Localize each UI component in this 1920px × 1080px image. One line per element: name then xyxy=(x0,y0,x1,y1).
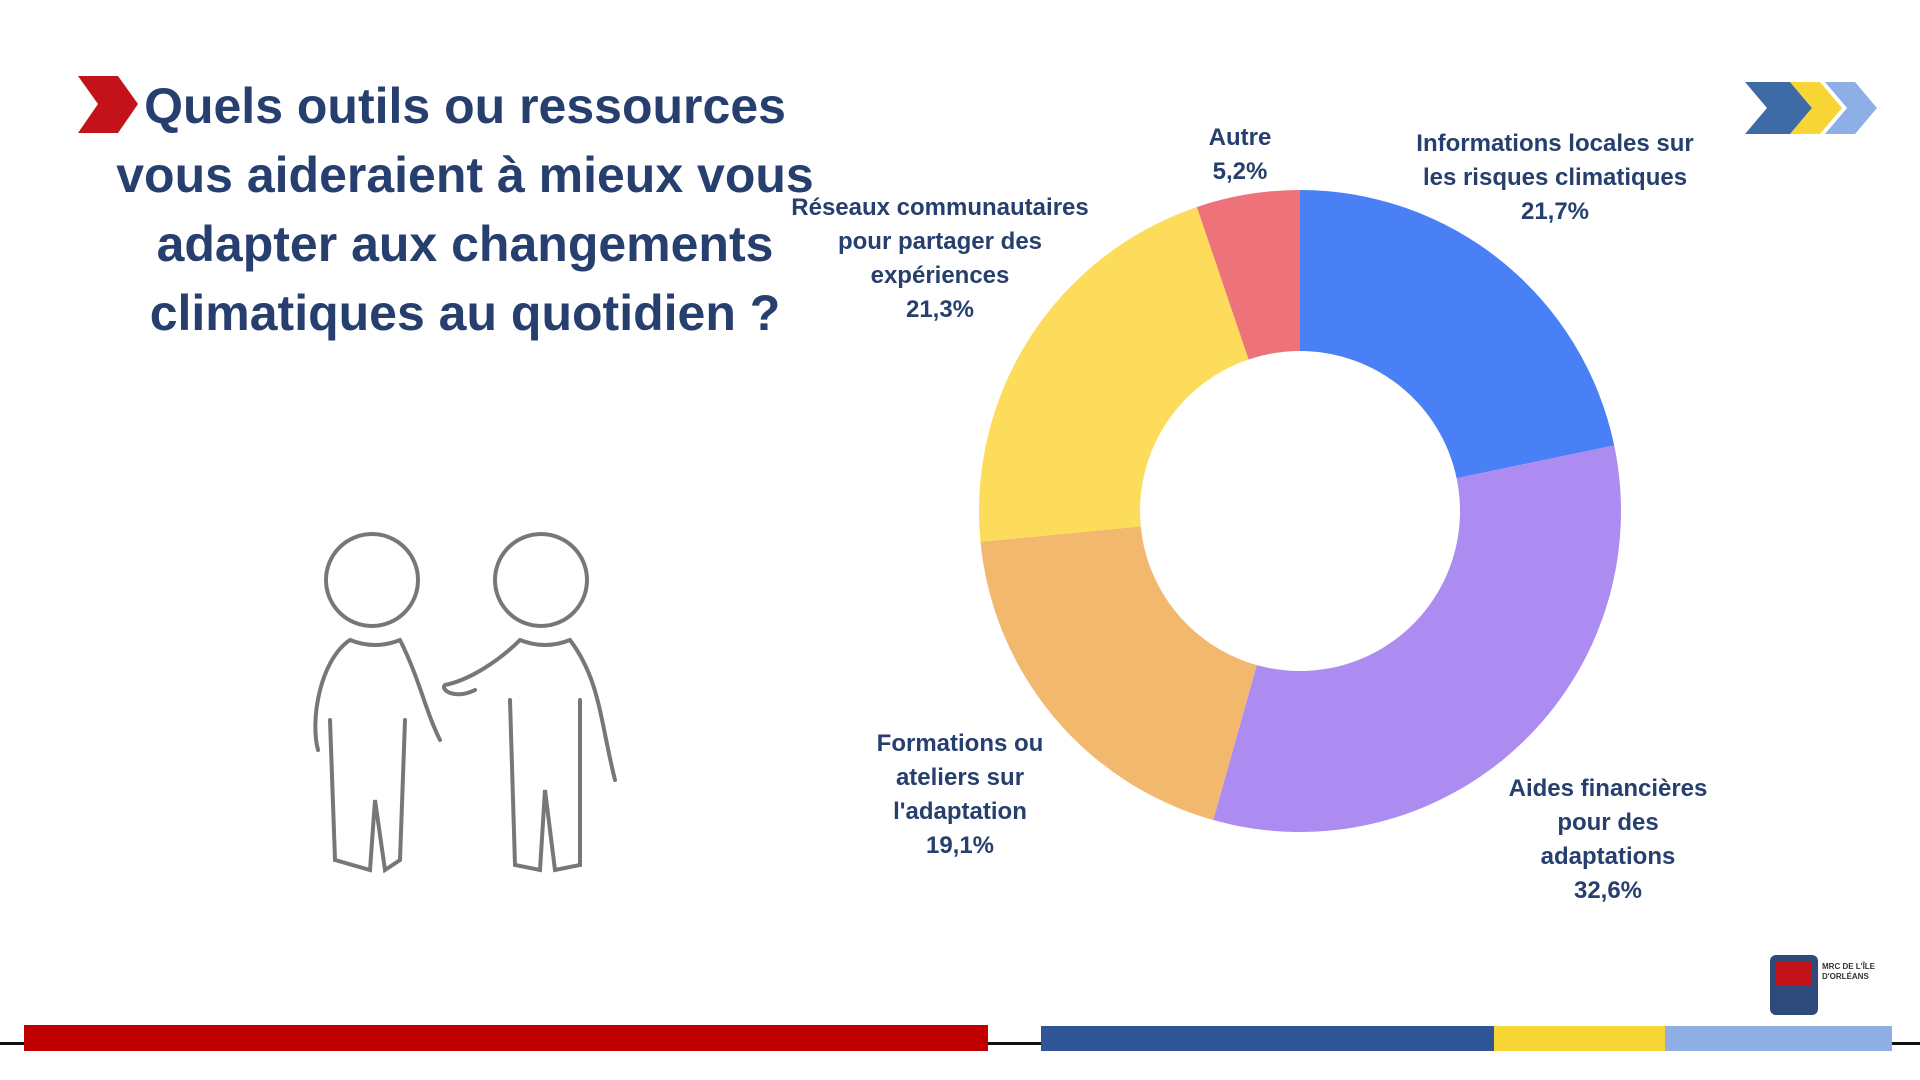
slice-label: Réseaux communautaires pour partager des… xyxy=(790,191,1090,327)
donut-segment xyxy=(979,207,1249,542)
value-label: 21,3% xyxy=(905,296,975,323)
value-label: 5,2% xyxy=(1212,158,1268,185)
donut-segment xyxy=(1213,445,1621,832)
title-chevron xyxy=(78,76,138,133)
donut-segment xyxy=(980,526,1257,821)
logo-text: MRC DE L'ÎLE D'ORLÉANS xyxy=(1822,962,1876,981)
category-label: Réseaux communautaires pour partager des… xyxy=(791,194,1089,289)
slice-label: Aides financières pour des adaptations 32… xyxy=(1493,772,1723,908)
footer-logo xyxy=(1770,955,1818,1015)
footer-bar xyxy=(1494,1026,1665,1051)
footer-bar xyxy=(1665,1026,1892,1051)
people-illustration xyxy=(313,532,617,874)
category-label: Informations locales sur les risques cli… xyxy=(1416,130,1694,191)
slice-label: Informations locales sur les risques cli… xyxy=(1410,127,1700,229)
slice-label: Formations ou ateliers sur l'adaptation 1… xyxy=(855,727,1065,863)
chart-title: Quels outils ou ressources vous aideraie… xyxy=(116,78,814,341)
donut-segment xyxy=(1300,190,1615,479)
category-label: Autre xyxy=(1208,124,1272,151)
footer-bar xyxy=(1041,1026,1494,1051)
footer-bar xyxy=(24,1025,988,1051)
slice-label: Autre 5,2% xyxy=(1190,121,1290,189)
category-label: Aides financières pour des adaptations xyxy=(1508,775,1708,870)
donut-segment xyxy=(1196,190,1300,360)
header-logo xyxy=(1745,82,1877,134)
value-label: 19,1% xyxy=(925,832,995,859)
value-label: 32,6% xyxy=(1573,877,1643,904)
value-label: 21,7% xyxy=(1520,198,1590,225)
category-label: Formations ou ateliers sur l'adaptation xyxy=(876,730,1044,825)
